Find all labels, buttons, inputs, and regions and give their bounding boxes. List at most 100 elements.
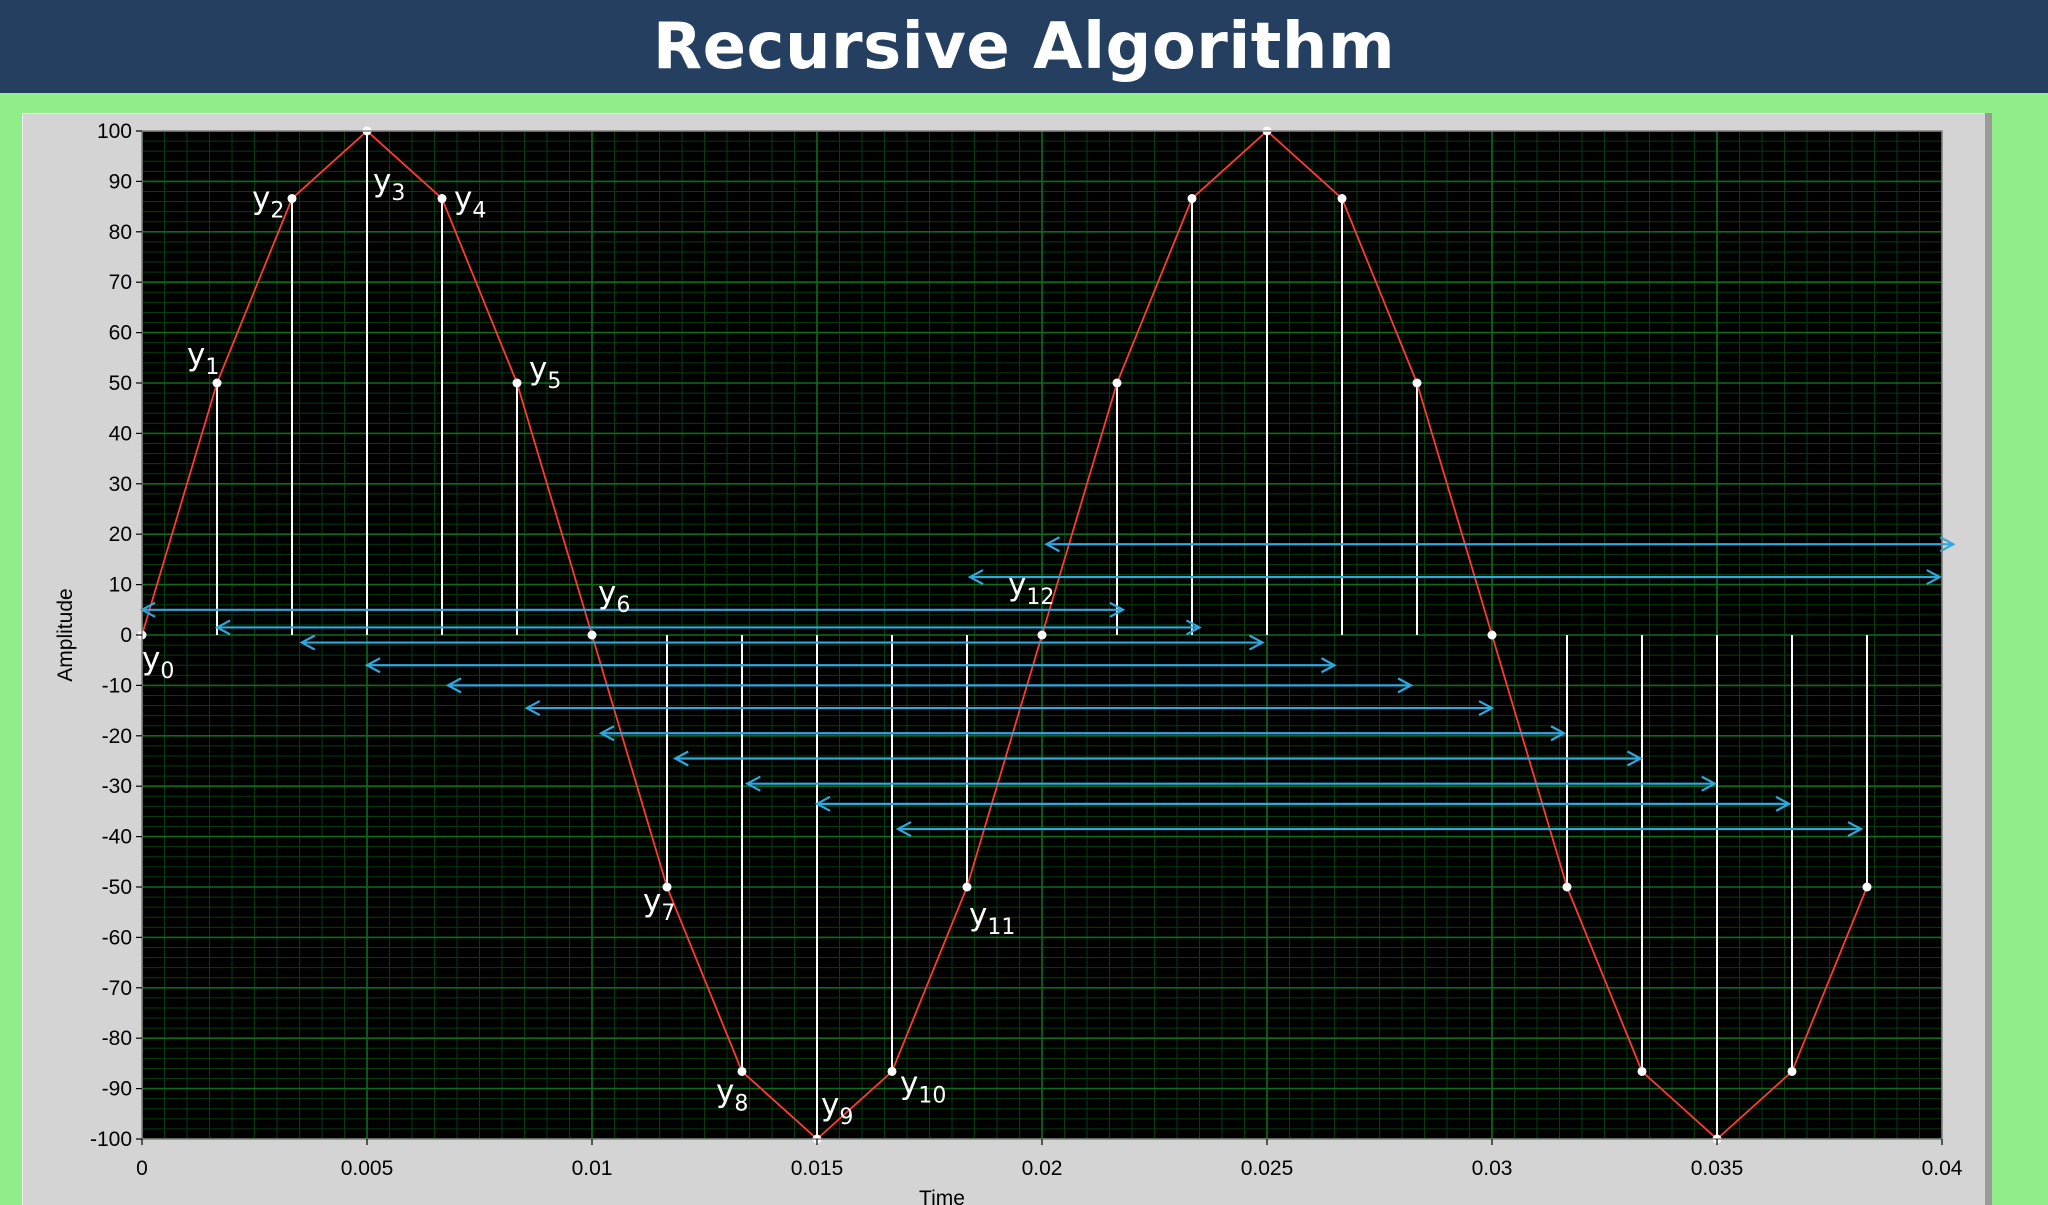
- point-label: y4: [454, 181, 486, 224]
- signal-line: [141, 129, 1868, 1141]
- point-label-sub: 11: [987, 915, 1015, 940]
- point-label: y6: [598, 575, 630, 618]
- arrow-head-right: [1248, 634, 1265, 651]
- sample-point: [1637, 1066, 1647, 1076]
- y-axis-label: Amplitude: [54, 588, 77, 681]
- point-label-main: y: [716, 1073, 734, 1109]
- double-arrow: [524, 700, 1495, 717]
- double-arrow: [895, 821, 1864, 838]
- point-label: y1: [187, 337, 219, 380]
- arrow-head-left: [214, 619, 231, 636]
- double-arrow: [744, 775, 1718, 792]
- x-tick-label: 0.04: [1922, 1157, 1963, 1180]
- double-arrow: [672, 750, 1643, 767]
- point-label-sub: 2: [270, 199, 284, 224]
- point-label-sub: 9: [839, 1105, 853, 1130]
- point-label-main: y: [529, 351, 547, 387]
- title-bar: Recursive Algorithm: [0, 0, 2048, 93]
- sample-point: [887, 1066, 897, 1076]
- sample-point: [1562, 882, 1572, 892]
- point-label-sub: 6: [616, 593, 630, 618]
- sample-point: [1037, 630, 1047, 640]
- double-arrow: [214, 619, 1202, 636]
- arrow-head-left: [364, 657, 381, 674]
- arrow-head-left: [445, 677, 462, 694]
- point-label: y2: [252, 181, 284, 224]
- point-label: y9: [821, 1087, 853, 1130]
- arrow-head-left: [524, 700, 541, 717]
- double-arrow: [299, 634, 1265, 651]
- arrow-head-right: [1847, 821, 1864, 838]
- point-label: y3: [373, 163, 405, 206]
- arrow-head-left: [598, 725, 615, 742]
- point-label-main: y: [598, 575, 616, 611]
- point-label-main: y: [187, 337, 205, 373]
- double-arrow: [598, 725, 1567, 742]
- point-label-sub: 0: [160, 659, 174, 684]
- y-tick-label: -10: [102, 674, 132, 697]
- x-tick-label: 0.02: [1022, 1157, 1063, 1180]
- sample-point: [287, 194, 297, 204]
- y-tick-label: 10: [109, 574, 132, 597]
- y-tick-label: 60: [109, 322, 132, 345]
- arrow-head-right: [1320, 657, 1337, 674]
- sample-point: [1337, 194, 1347, 204]
- arrow-head-right: [1701, 775, 1718, 792]
- point-label: y10: [900, 1065, 946, 1108]
- arrow-head-left: [895, 821, 912, 838]
- sample-point: [437, 194, 447, 204]
- x-axis-label: Time: [919, 1187, 965, 1205]
- double-arrow: [1044, 536, 1956, 553]
- double-arrow: [445, 677, 1414, 694]
- y-tick-label: -20: [102, 725, 132, 748]
- double-arrow: [364, 657, 1337, 674]
- point-label: y11: [969, 897, 1015, 940]
- y-tick-label: -60: [102, 926, 132, 949]
- y-tick-label: -80: [102, 1027, 132, 1050]
- sample-point: [512, 378, 522, 388]
- sample-points: [137, 126, 1872, 1144]
- point-label-main: y: [969, 897, 987, 933]
- sample-point: [1787, 1066, 1797, 1076]
- y-tick-label: 20: [109, 523, 132, 546]
- chart-panel-edge: [1985, 113, 1992, 1205]
- point-label-main: y: [1008, 567, 1026, 603]
- x-tick-label: 0.015: [791, 1157, 844, 1180]
- point-label: y8: [716, 1073, 748, 1116]
- point-label-sub: 8: [734, 1091, 748, 1116]
- y-tick-label: -70: [102, 977, 132, 1000]
- sample-point: [587, 630, 597, 640]
- y-tick-label: 90: [109, 170, 132, 193]
- arrow-head-right: [1775, 795, 1792, 812]
- x-tick-label: 0.03: [1472, 1157, 1513, 1180]
- point-label-sub: 1: [205, 355, 219, 380]
- y-tick-label: -50: [102, 876, 132, 899]
- double-arrow: [814, 795, 1792, 812]
- arrow-head-left: [672, 750, 689, 767]
- x-tick-label: 0.005: [341, 1157, 394, 1180]
- sample-point: [1487, 630, 1497, 640]
- arrow-head-left: [744, 775, 761, 792]
- y-tick-label: -100: [90, 1128, 132, 1151]
- arrow-head-left: [299, 634, 316, 651]
- sample-point: [1862, 882, 1872, 892]
- point-label-sub: 5: [547, 369, 561, 394]
- x-tick-label: 0.035: [1691, 1157, 1744, 1180]
- y-tick-label: 50: [109, 372, 132, 395]
- sample-point: [962, 882, 972, 892]
- y-tick-label: 30: [109, 473, 132, 496]
- point-label-main: y: [900, 1065, 918, 1101]
- shift-arrows: [139, 536, 1956, 838]
- point-label-sub: 12: [1026, 585, 1054, 610]
- point-label-main: y: [643, 883, 661, 919]
- point-label-main: y: [454, 181, 472, 217]
- y-tick-label: 0: [120, 624, 132, 647]
- x-tick-label: 0.01: [572, 1157, 613, 1180]
- arrow-head-right: [1397, 677, 1414, 694]
- point-label: y12: [1008, 567, 1054, 610]
- arrow-head-right: [1185, 619, 1202, 636]
- page-title: Recursive Algorithm: [652, 9, 1396, 84]
- sample-point: [737, 1066, 747, 1076]
- point-label-main: y: [373, 163, 391, 199]
